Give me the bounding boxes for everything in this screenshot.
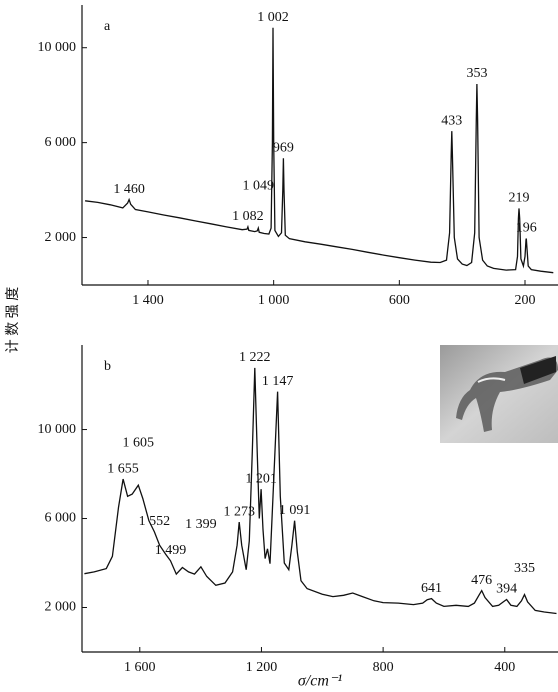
peak-label: 1 399 bbox=[185, 517, 217, 532]
peak-label: 641 bbox=[421, 581, 442, 596]
y-tick-label: 6 000 bbox=[45, 511, 77, 526]
x-tick-label: 200 bbox=[515, 293, 536, 308]
peak-label: 1 499 bbox=[155, 543, 187, 558]
y-tick-label: 2 000 bbox=[45, 600, 77, 615]
peak-label: 1 273 bbox=[223, 504, 255, 519]
x-tick-label: 1 200 bbox=[246, 660, 278, 675]
y-axis-label: 计 数 强 度 bbox=[5, 287, 21, 354]
x-tick-label: 400 bbox=[494, 660, 515, 675]
spectrum-line bbox=[85, 27, 554, 274]
y-tick-label: 6 000 bbox=[45, 135, 77, 150]
peak-label: 1 091 bbox=[279, 503, 311, 518]
x-axis-label: σ/cm⁻¹ bbox=[298, 673, 342, 690]
y-tick-label: 10 000 bbox=[38, 40, 77, 55]
x-tick-label: 1 000 bbox=[258, 293, 290, 308]
inset-photo bbox=[440, 345, 558, 443]
panel-label: a bbox=[104, 19, 111, 34]
peak-label: 353 bbox=[466, 66, 487, 81]
peak-label: 1 082 bbox=[232, 209, 264, 224]
peak-label: 1 002 bbox=[257, 10, 289, 25]
peak-label: 476 bbox=[471, 573, 492, 588]
peak-label: 219 bbox=[509, 191, 530, 206]
peak-label: 1 049 bbox=[243, 178, 275, 193]
x-tick-label: 800 bbox=[373, 660, 394, 675]
peak-label: 1 655 bbox=[107, 461, 139, 476]
peak-label: 969 bbox=[273, 141, 294, 156]
peak-label: 1 460 bbox=[113, 182, 145, 197]
x-tick-label: 1 400 bbox=[132, 293, 164, 308]
peak-label: 1 147 bbox=[262, 374, 294, 389]
y-tick-label: 10 000 bbox=[38, 422, 77, 437]
spectrum-line bbox=[84, 367, 557, 615]
x-tick-label: 600 bbox=[389, 293, 410, 308]
peak-label: 394 bbox=[496, 582, 517, 597]
panel-label: b bbox=[104, 359, 111, 374]
peak-label: 1 605 bbox=[123, 435, 155, 450]
peak-label: 433 bbox=[441, 113, 462, 128]
peak-label: 196 bbox=[516, 221, 537, 236]
peak-label: 1 552 bbox=[139, 514, 171, 529]
peak-label: 1 222 bbox=[239, 350, 271, 365]
peak-label: 1 201 bbox=[245, 471, 277, 486]
y-tick-label: 2 000 bbox=[45, 230, 77, 245]
peak-label: 335 bbox=[514, 561, 535, 576]
x-tick-label: 1 600 bbox=[124, 660, 156, 675]
